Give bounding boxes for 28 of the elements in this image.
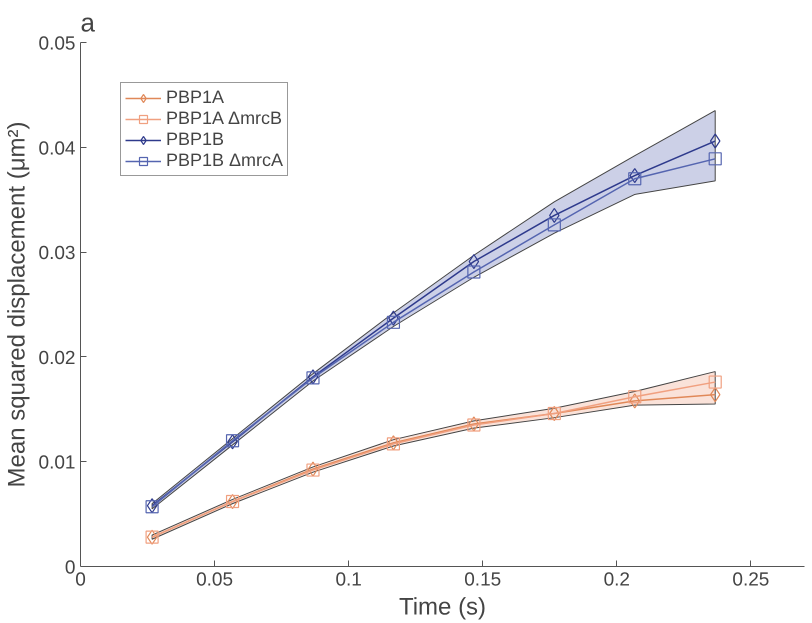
y-tick-label: 0.04 <box>38 138 76 160</box>
point <box>710 387 720 402</box>
y-tick-label: 0.02 <box>38 348 76 369</box>
x-axis-title: Time (s) <box>398 594 486 620</box>
point <box>386 316 400 329</box>
y-axis-title: Mean squared displacement (μm²) <box>4 122 31 488</box>
point <box>388 310 399 326</box>
point <box>467 265 480 279</box>
point <box>708 375 722 389</box>
point <box>628 390 642 404</box>
legend-label: PBP1A <box>166 87 224 108</box>
y-tick-label: 0.05 <box>38 34 76 54</box>
y-tick-label: 0.01 <box>38 452 76 474</box>
point <box>628 172 642 186</box>
point <box>708 152 722 166</box>
x-tick-label: 0.1 <box>335 570 362 590</box>
point <box>629 168 640 184</box>
point <box>629 393 640 409</box>
legend-label: PBP1A ΔmrcB <box>166 108 282 129</box>
x-tick-label: 0.2 <box>604 570 630 590</box>
chart-title: a <box>80 8 96 38</box>
x-tick-label: 0.25 <box>732 570 770 590</box>
legend-label: PBP1B <box>166 129 224 150</box>
x-tick-label: 0.15 <box>464 570 502 590</box>
y-tick-label: 0.03 <box>38 243 76 264</box>
x-tick-label: 0.05 <box>196 570 234 590</box>
point <box>548 218 561 232</box>
legend-label: PBP1B ΔmrcA <box>166 150 284 171</box>
